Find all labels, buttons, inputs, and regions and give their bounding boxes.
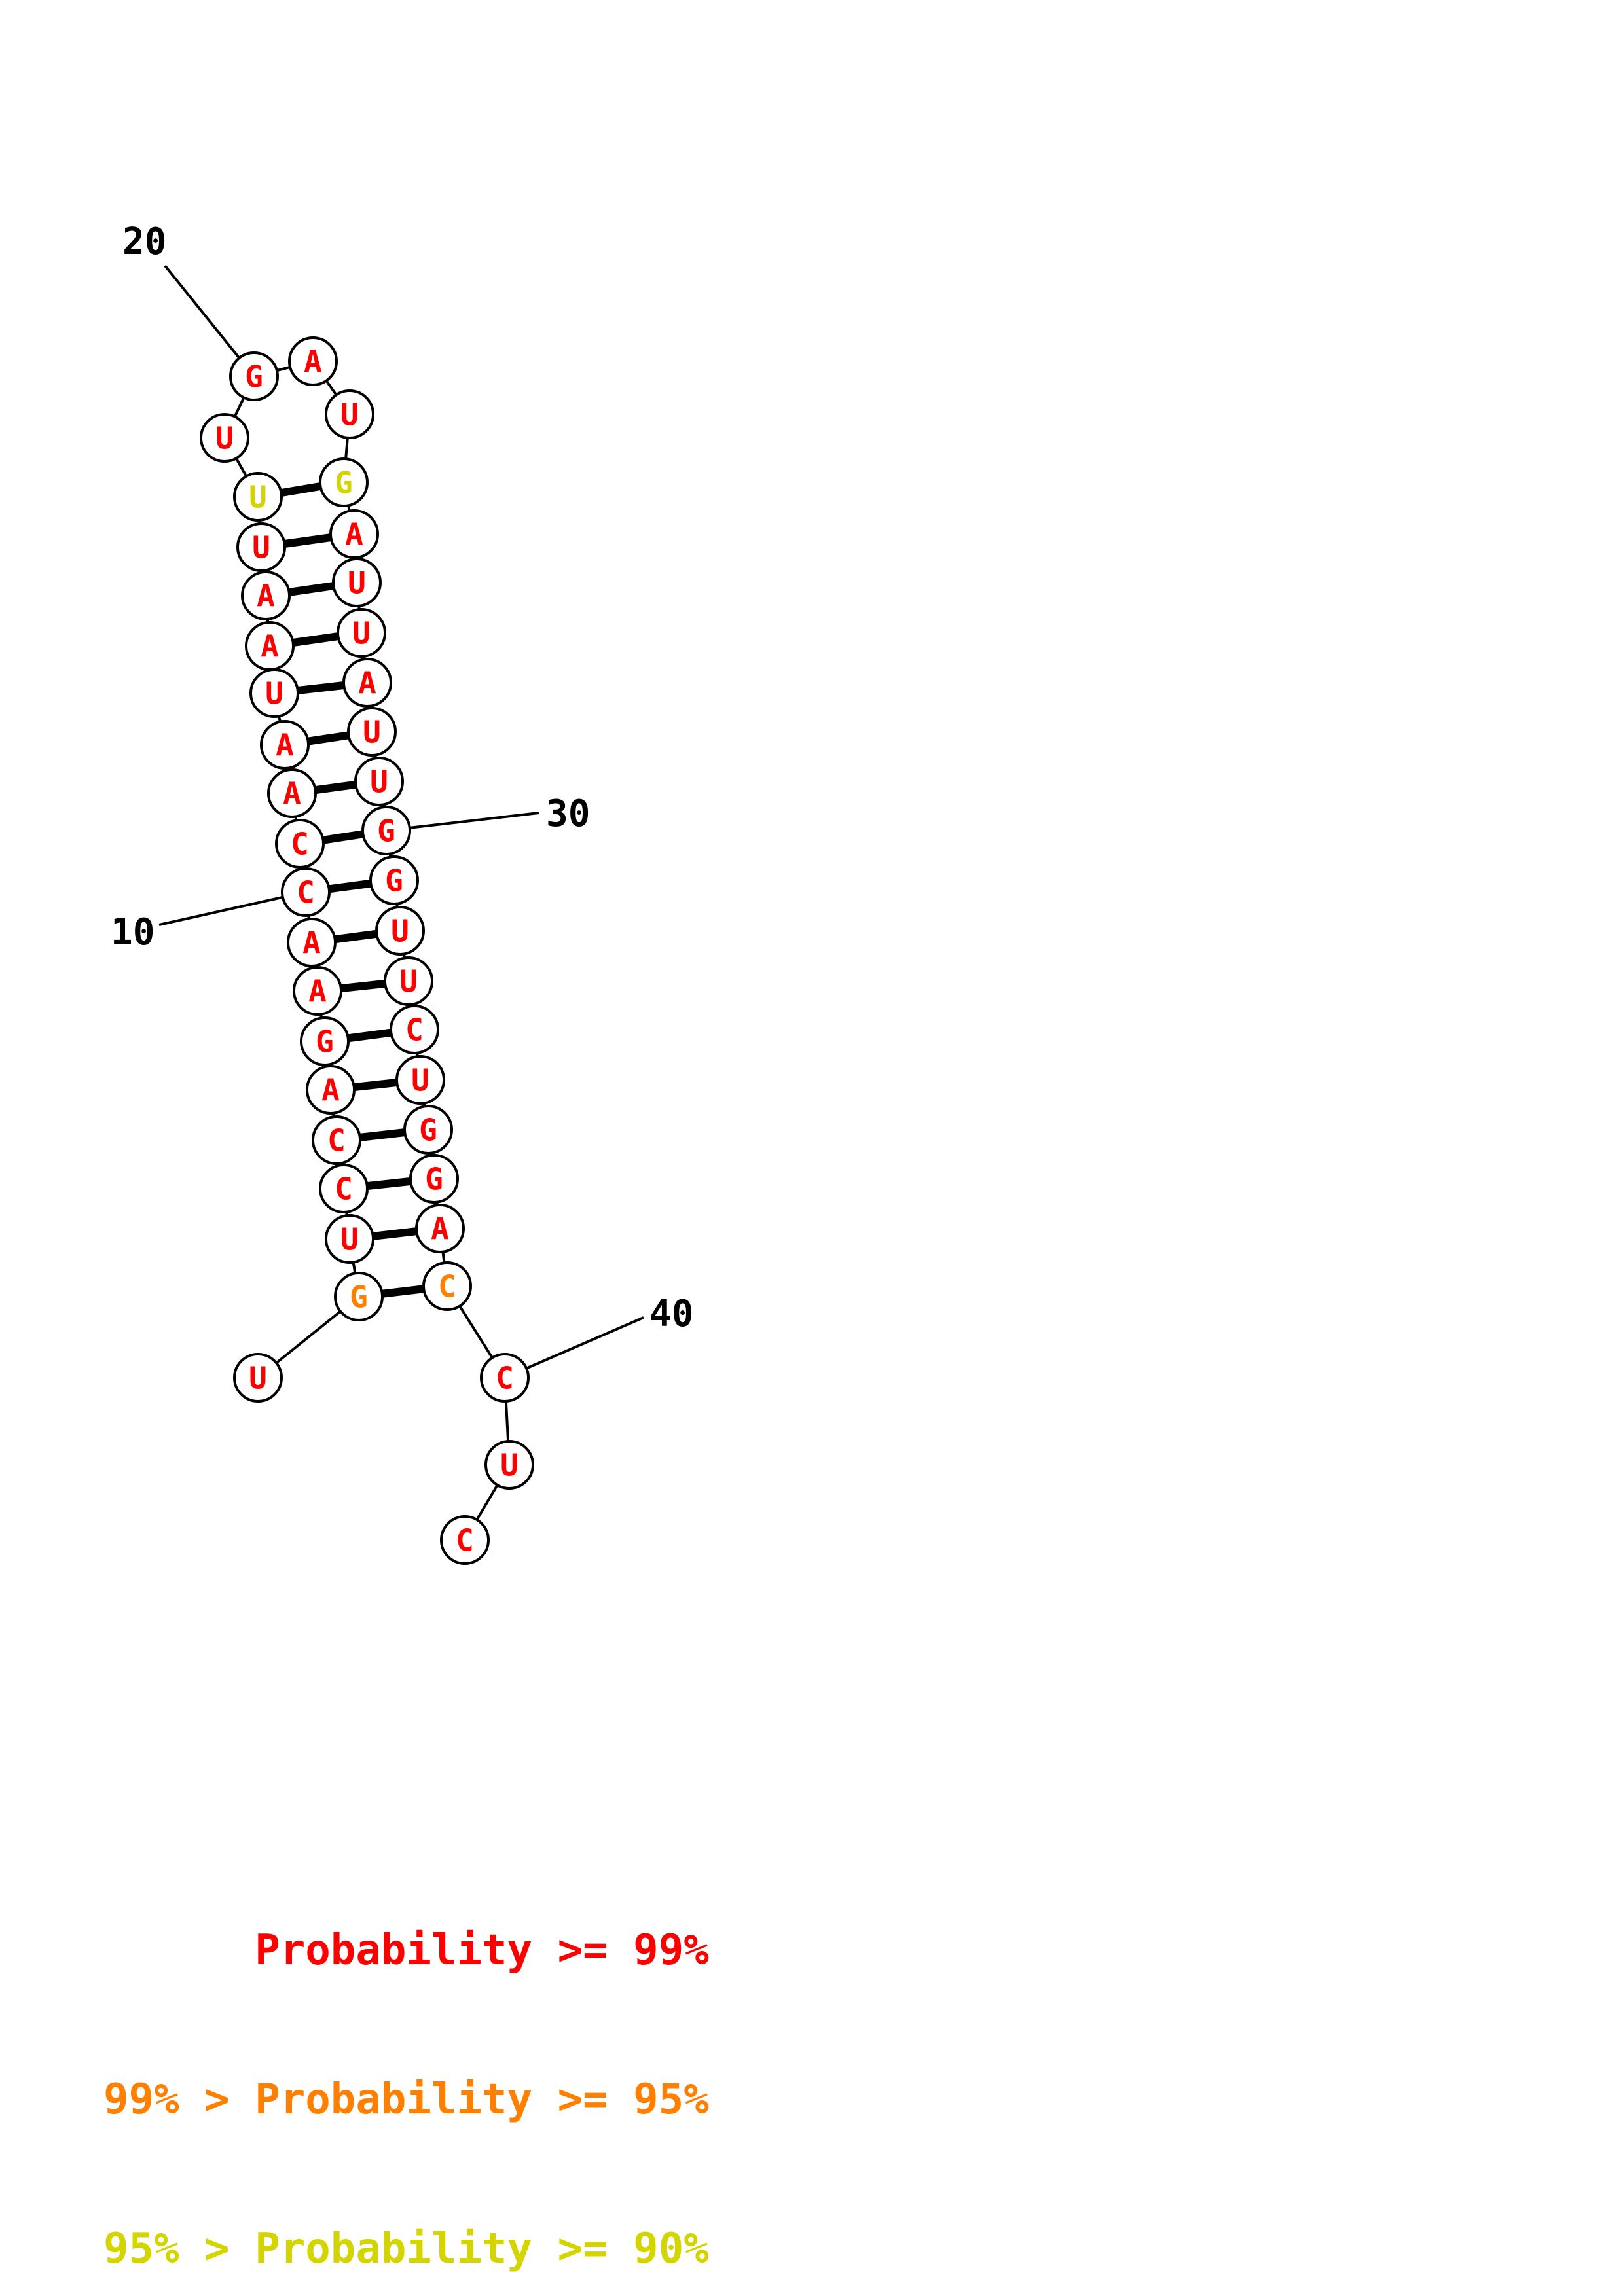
nucleotide-base: A (358, 666, 376, 701)
nucleotide-circle (480, 1353, 530, 1403)
nucleotide-base: C (496, 1361, 514, 1396)
nucleotide-base: A (302, 925, 321, 961)
legend-item-p90: 95% > Probability >= 90% (103, 2225, 709, 2273)
nucleotide-circle (233, 472, 283, 522)
label-pointer-line (504, 1316, 644, 1379)
nucleotide-base: C (456, 1523, 474, 1558)
nucleotide-circle (347, 707, 397, 757)
nucleotide-base: C (335, 1172, 353, 1207)
nucleotide-circle (267, 768, 317, 818)
probability-legend: Probability >= 99% 99% > Probability >= … (103, 1826, 709, 2296)
nucleotide-circle (403, 1105, 453, 1155)
nucleotide-circle (334, 1272, 384, 1321)
nucleotide-base: U (252, 530, 270, 565)
nucleotide-circle (325, 1214, 374, 1264)
nucleotide-base: A (308, 974, 327, 1009)
nucleotide-base: A (304, 344, 322, 380)
nucleotide-circle (288, 336, 338, 386)
nucleotide-circle (229, 351, 279, 401)
position-label: 40 (649, 1293, 693, 1335)
nucleotide-base: U (399, 964, 418, 999)
nucleotide-circle (422, 1261, 472, 1311)
nucleotide-base: U (411, 1063, 429, 1098)
nucleotide-base: U (391, 914, 409, 949)
nucleotide-circle (241, 571, 291, 620)
nucleotide-base: U (340, 1222, 359, 1257)
legend-item-p95: 99% > Probability >= 95% (103, 2075, 709, 2124)
nucleotide-base: C (327, 1123, 346, 1158)
nucleotide-circle (306, 1065, 356, 1115)
nucleotide-base: C (297, 875, 315, 910)
nucleotide-circle (329, 509, 379, 559)
nucleotide-circle (312, 1115, 361, 1165)
nucleotide-circle (384, 956, 433, 1006)
label-pointer-line (158, 891, 306, 926)
nucleotide-base: U (249, 1361, 267, 1396)
label-pointer-line (386, 812, 539, 832)
nucleotide-base: U (340, 397, 359, 433)
nucleotide-base: U (249, 480, 267, 515)
nucleotide-circle (281, 867, 331, 917)
nucleotide-base: A (321, 1073, 340, 1108)
nucleotide-base: G (377, 814, 395, 849)
position-label: 20 (122, 221, 166, 263)
nucleotide-circle (245, 621, 295, 671)
legend-item-p99: Probability >= 99% (103, 1926, 709, 1975)
nucleotide-circle (319, 457, 369, 507)
nucleotide-base: G (425, 1162, 443, 1197)
nucleotide-base: A (431, 1211, 449, 1247)
position-label: 30 (546, 793, 590, 835)
nucleotide-base: U (265, 676, 283, 711)
nucleotide-base: U (370, 764, 388, 800)
nucleotide-circle (375, 906, 425, 956)
nucleotide-base: G (335, 465, 353, 501)
nucleotide-circle (354, 757, 404, 806)
nucleotide-base: G (350, 1280, 368, 1315)
nucleotide-circle (390, 1005, 439, 1054)
nucleotide-circle (342, 658, 392, 708)
nucleotide-circle (440, 1515, 490, 1565)
nucleotide-circle (275, 819, 325, 869)
position-label: 10 (111, 911, 155, 954)
nucleotide-circle (325, 389, 374, 439)
nucleotide-base: U (215, 421, 234, 456)
nucleotide-circle (332, 558, 382, 607)
nucleotide-circle (236, 522, 286, 572)
nucleotide-circle (300, 1016, 350, 1066)
nucleotide-base: A (261, 629, 279, 664)
nucleotide-base: G (316, 1024, 334, 1060)
nucleotide-circle (409, 1154, 459, 1204)
nucleotide-circle (415, 1204, 465, 1253)
nucleotide-circle (260, 720, 310, 770)
nucleotide-circle (287, 918, 337, 967)
nucleotide-circle (361, 806, 411, 855)
nucleotide-base: C (438, 1269, 456, 1304)
nucleotide-circle (395, 1055, 445, 1105)
nucleotide-base: C (291, 827, 309, 862)
nucleotide-base: G (419, 1113, 437, 1148)
nucleotide-circle (200, 413, 249, 463)
nucleotide-base: G (385, 863, 403, 899)
nucleotide-base: A (345, 517, 363, 552)
nucleotide-circle (369, 855, 419, 905)
nucleotide-base: A (283, 776, 301, 812)
nucleotide-base: A (276, 728, 294, 763)
nucleotide-circle (319, 1164, 369, 1213)
nucleotide-base: C (405, 1013, 424, 1048)
nucleotide-circle (293, 966, 342, 1016)
nucleotide-circle (337, 608, 386, 658)
nucleotide-base: U (363, 715, 381, 750)
nucleotide-base: G (245, 359, 263, 395)
nucleotide-base: U (352, 616, 371, 651)
nucleotide-circle (484, 1440, 534, 1490)
nucleotide-base: A (257, 579, 275, 614)
nucleotide-base: U (348, 565, 366, 601)
nucleotide-circle (233, 1353, 283, 1403)
nucleotide-base: U (500, 1448, 519, 1483)
